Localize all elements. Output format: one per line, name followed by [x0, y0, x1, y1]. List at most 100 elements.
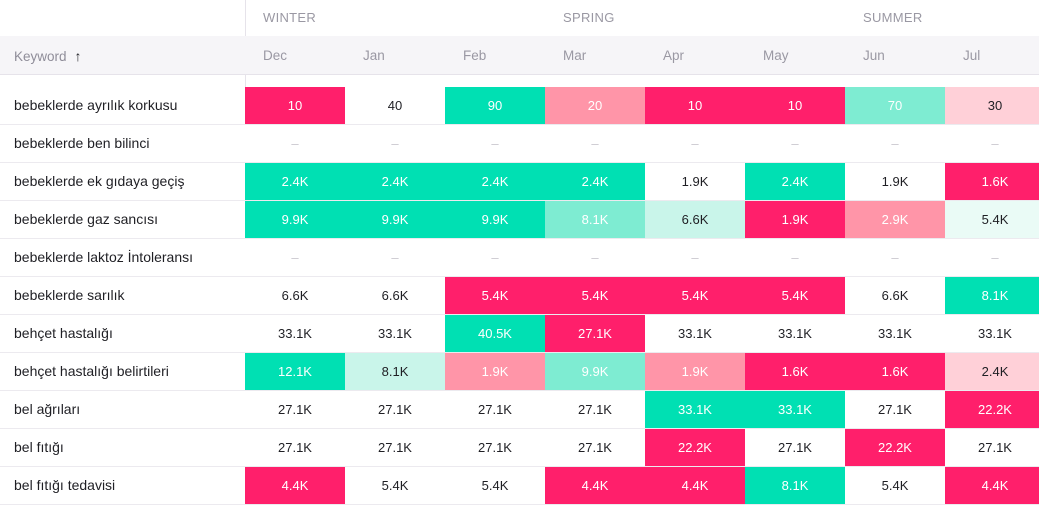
- volume-cell: 1.6K: [945, 163, 1039, 200]
- month-header-jul[interactable]: Jul: [963, 48, 981, 63]
- volume-cell: 8.1K: [345, 353, 445, 390]
- volume-cells: 27.1K 27.1K 27.1K 27.1K 33.1K 33.1K 27.1K 22.2K: [245, 391, 1039, 428]
- volume-cell: 6.6K: [645, 201, 745, 238]
- volume-cell: 5.4K: [445, 467, 545, 504]
- keyword-cell[interactable]: bel fıtığı tedavisi: [14, 477, 116, 493]
- volume-cell: 4.4K: [645, 467, 745, 504]
- volume-cell: 22.2K: [945, 391, 1039, 428]
- volume-cell: 2.9K: [845, 201, 945, 238]
- month-header-may[interactable]: May: [763, 48, 789, 63]
- volume-cells: 2.4K 2.4K 2.4K 2.4K 1.9K 2.4K 1.9K 1.6K: [245, 163, 1039, 200]
- volume-cell: 27.1K: [345, 429, 445, 466]
- volume-cell: 1.6K: [745, 353, 845, 390]
- volume-cell: 1.9K: [645, 353, 745, 390]
- table-row: behçet hastalığı belirtileri 12.1K 8.1K 1.9…: [0, 353, 1039, 391]
- keyword-cell[interactable]: bebeklerde laktoz İntoleransı: [14, 249, 193, 265]
- volume-cell: –: [845, 125, 945, 162]
- volume-cell: –: [445, 239, 545, 276]
- volume-cell: 27.1K: [245, 429, 345, 466]
- season-winter: WINTER: [263, 10, 317, 25]
- volume-cell: –: [245, 239, 345, 276]
- month-header-row: [0, 36, 1039, 75]
- volume-cells: 4.4K 5.4K 5.4K 4.4K 4.4K 8.1K 5.4K 4.4K: [245, 467, 1039, 504]
- month-header-feb[interactable]: Feb: [463, 48, 487, 63]
- volume-cells: 10 40 90 20 10 10 70 30: [245, 87, 1039, 124]
- volume-cell: 2.4K: [745, 163, 845, 200]
- keyword-header-label: Keyword: [14, 48, 67, 64]
- month-header-mar[interactable]: Mar: [563, 48, 587, 63]
- volume-cell: 10: [645, 87, 745, 124]
- season-spring: SPRING: [563, 10, 615, 25]
- keyword-cell[interactable]: bel fıtığı: [14, 439, 64, 455]
- month-header-dec[interactable]: Dec: [263, 48, 288, 63]
- volume-cell: 30: [945, 87, 1039, 124]
- volume-cell: 2.4K: [445, 163, 545, 200]
- keyword-cell[interactable]: bebeklerde ayrılık korkusu: [14, 97, 178, 113]
- table-row: bebeklerde laktoz İntoleransı – – – – – – – –: [0, 239, 1039, 277]
- volume-cell: 27.1K: [545, 315, 645, 352]
- volume-cell: 8.1K: [545, 201, 645, 238]
- table-row: behçet hastalığı 33.1K 33.1K 40.5K 27.1K 33.1…: [0, 315, 1039, 353]
- volume-cell: 5.4K: [545, 277, 645, 314]
- volume-cell: 40: [345, 87, 445, 124]
- volume-cell: 1.6K: [845, 353, 945, 390]
- volume-cell: 33.1K: [645, 391, 745, 428]
- volume-cell: –: [345, 239, 445, 276]
- volume-cell: 40.5K: [445, 315, 545, 352]
- volume-cell: –: [845, 239, 945, 276]
- volume-cell: 6.6K: [345, 277, 445, 314]
- keyword-cell[interactable]: behçet hastalığı: [14, 325, 113, 341]
- arrow-up-icon[interactable]: ↑: [74, 48, 82, 64]
- volume-cell: 27.1K: [745, 429, 845, 466]
- month-header-apr[interactable]: Apr: [663, 48, 685, 63]
- volume-cell: 1.9K: [645, 163, 745, 200]
- table-row: bebeklerde ben bilinci – – – – – – – –: [0, 125, 1039, 163]
- keyword-cell[interactable]: bebeklerde sarılık: [14, 287, 125, 303]
- volume-cell: 5.4K: [345, 467, 445, 504]
- volume-cell: 9.9K: [345, 201, 445, 238]
- volume-cell: –: [745, 125, 845, 162]
- volume-cell: 33.1K: [745, 315, 845, 352]
- keyword-cell[interactable]: bebeklerde ek gıdaya geçiş: [14, 173, 185, 189]
- keyword-cell[interactable]: bel ağrıları: [14, 401, 81, 417]
- month-header-jan[interactable]: Jan: [363, 48, 385, 63]
- volume-cell: –: [945, 239, 1039, 276]
- volume-cell: 5.4K: [845, 467, 945, 504]
- table-row: bebeklerde ayrılık korkusu 10 40 90 20 10 10 70…: [0, 87, 1039, 125]
- month-header-jun[interactable]: Jun: [863, 48, 885, 63]
- volume-cell: 33.1K: [245, 315, 345, 352]
- keyword-cell[interactable]: bebeklerde ben bilinci: [14, 135, 150, 151]
- season-header-row: WINTER SPRING SUMMER: [0, 0, 1039, 37]
- volume-cell: 10: [245, 87, 345, 124]
- keyword-cell[interactable]: bebeklerde gaz sancısı: [14, 211, 158, 227]
- volume-cell: 1.9K: [445, 353, 545, 390]
- keyword-column-header[interactable]: Keyword ↑: [14, 48, 82, 64]
- volume-cell: 27.1K: [345, 391, 445, 428]
- keyword-cell[interactable]: behçet hastalığı belirtileri: [14, 363, 169, 379]
- table-row: bebeklerde sarılık 6.6K 6.6K 5.4K 5.4K 5.4K 5.…: [0, 277, 1039, 315]
- volume-cell: –: [745, 239, 845, 276]
- volume-cell: 22.2K: [645, 429, 745, 466]
- volume-cell: 8.1K: [945, 277, 1039, 314]
- volume-cell: 27.1K: [445, 391, 545, 428]
- volume-cell: 22.2K: [845, 429, 945, 466]
- table-row: bebeklerde gaz sancısı 9.9K 9.9K 9.9K 8.1K 6.…: [0, 201, 1039, 239]
- volume-cell: 2.4K: [345, 163, 445, 200]
- volume-cell: 1.9K: [845, 163, 945, 200]
- volume-cell: 27.1K: [845, 391, 945, 428]
- volume-cells: 33.1K 33.1K 40.5K 27.1K 33.1K 33.1K 33.1K 33.1K: [245, 315, 1039, 352]
- volume-cells: – – – – – – – –: [245, 125, 1039, 162]
- volume-cell: –: [245, 125, 345, 162]
- volume-cell: 90: [445, 87, 545, 124]
- volume-cell: 12.1K: [245, 353, 345, 390]
- volume-cell: 5.4K: [945, 201, 1039, 238]
- volume-cell: 70: [845, 87, 945, 124]
- volume-cell: –: [345, 125, 445, 162]
- volume-cell: 33.1K: [645, 315, 745, 352]
- volume-cell: 9.9K: [445, 201, 545, 238]
- volume-cell: 9.9K: [245, 201, 345, 238]
- volume-cells: 6.6K 6.6K 5.4K 5.4K 5.4K 5.4K 6.6K 8.1K: [245, 277, 1039, 314]
- volume-cell: 4.4K: [945, 467, 1039, 504]
- volume-cell: –: [545, 125, 645, 162]
